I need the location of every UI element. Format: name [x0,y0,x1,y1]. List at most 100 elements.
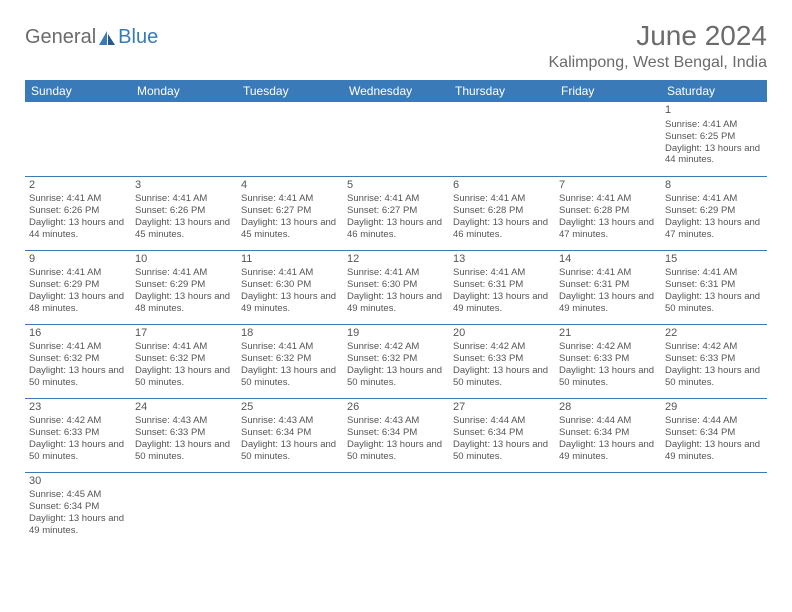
daylight-line: Daylight: 13 hours and 50 minutes. [241,439,339,463]
calendar-day: 19Sunrise: 4:42 AMSunset: 6:32 PMDayligh… [343,324,449,398]
day-number: 27 [453,401,551,415]
calendar-day: 30Sunrise: 4:45 AMSunset: 6:34 PMDayligh… [25,472,131,546]
daylight-line: Daylight: 13 hours and 49 minutes. [347,291,445,315]
day-number: 30 [29,475,127,489]
location-text: Kalimpong, West Bengal, India [549,54,768,72]
day-number: 8 [665,179,763,193]
sunrise-line: Sunrise: 4:41 AM [559,193,657,205]
daylight-line: Daylight: 13 hours and 49 minutes. [559,439,657,463]
sunrise-line: Sunrise: 4:41 AM [241,193,339,205]
daylight-line: Daylight: 13 hours and 45 minutes. [135,217,233,241]
calendar-day: 11Sunrise: 4:41 AMSunset: 6:30 PMDayligh… [237,250,343,324]
sunset-line: Sunset: 6:31 PM [559,279,657,291]
day-number: 25 [241,401,339,415]
sunrise-line: Sunrise: 4:41 AM [665,119,763,131]
day-number: 18 [241,327,339,341]
calendar-week: 23Sunrise: 4:42 AMSunset: 6:33 PMDayligh… [25,398,767,472]
sunset-line: Sunset: 6:33 PM [453,353,551,365]
sunrise-line: Sunrise: 4:44 AM [665,415,763,427]
calendar-week: 2Sunrise: 4:41 AMSunset: 6:26 PMDaylight… [25,176,767,250]
sunrise-line: Sunrise: 4:42 AM [453,341,551,353]
daylight-line: Daylight: 13 hours and 49 minutes. [559,291,657,315]
calendar-day: 12Sunrise: 4:41 AMSunset: 6:30 PMDayligh… [343,250,449,324]
sunset-line: Sunset: 6:28 PM [559,205,657,217]
sunset-line: Sunset: 6:34 PM [347,427,445,439]
sunrise-line: Sunrise: 4:42 AM [347,341,445,353]
day-number: 5 [347,179,445,193]
sunrise-line: Sunrise: 4:41 AM [29,267,127,279]
sunset-line: Sunset: 6:25 PM [665,131,763,143]
sunrise-line: Sunrise: 4:41 AM [453,267,551,279]
header: General Blue June 2024 Kalimpong, West B… [25,20,767,72]
calendar-day: 17Sunrise: 4:41 AMSunset: 6:32 PMDayligh… [131,324,237,398]
daylight-line: Daylight: 13 hours and 50 minutes. [347,365,445,389]
calendar-day: 7Sunrise: 4:41 AMSunset: 6:28 PMDaylight… [555,176,661,250]
title-block: June 2024 Kalimpong, West Bengal, India [549,20,768,72]
daylight-line: Daylight: 13 hours and 46 minutes. [347,217,445,241]
sunset-line: Sunset: 6:26 PM [135,205,233,217]
calendar-day: 10Sunrise: 4:41 AMSunset: 6:29 PMDayligh… [131,250,237,324]
calendar-day: 1Sunrise: 4:41 AMSunset: 6:25 PMDaylight… [661,102,767,176]
sunrise-line: Sunrise: 4:41 AM [135,267,233,279]
sunrise-line: Sunrise: 4:41 AM [347,267,445,279]
calendar-day: 20Sunrise: 4:42 AMSunset: 6:33 PMDayligh… [449,324,555,398]
sunset-line: Sunset: 6:32 PM [241,353,339,365]
sunrise-line: Sunrise: 4:41 AM [347,193,445,205]
calendar-day: 13Sunrise: 4:41 AMSunset: 6:31 PMDayligh… [449,250,555,324]
logo-text-general: General [25,26,96,49]
day-number: 17 [135,327,233,341]
day-header: Saturday [661,80,767,102]
day-number: 28 [559,401,657,415]
calendar-day: 15Sunrise: 4:41 AMSunset: 6:31 PMDayligh… [661,250,767,324]
calendar-day: 6Sunrise: 4:41 AMSunset: 6:28 PMDaylight… [449,176,555,250]
sunrise-line: Sunrise: 4:42 AM [29,415,127,427]
calendar-day: 23Sunrise: 4:42 AMSunset: 6:33 PMDayligh… [25,398,131,472]
daylight-line: Daylight: 13 hours and 48 minutes. [135,291,233,315]
logo: General Blue [25,20,158,49]
calendar-day: 22Sunrise: 4:42 AMSunset: 6:33 PMDayligh… [661,324,767,398]
day-number: 22 [665,327,763,341]
day-header: Wednesday [343,80,449,102]
sunrise-line: Sunrise: 4:41 AM [29,193,127,205]
sunset-line: Sunset: 6:34 PM [29,501,127,513]
sunset-line: Sunset: 6:30 PM [347,279,445,291]
calendar-day: 18Sunrise: 4:41 AMSunset: 6:32 PMDayligh… [237,324,343,398]
calendar-day: 29Sunrise: 4:44 AMSunset: 6:34 PMDayligh… [661,398,767,472]
sunrise-line: Sunrise: 4:42 AM [665,341,763,353]
calendar-day: 28Sunrise: 4:44 AMSunset: 6:34 PMDayligh… [555,398,661,472]
calendar-week: 1Sunrise: 4:41 AMSunset: 6:25 PMDaylight… [25,102,767,176]
calendar-day: 21Sunrise: 4:42 AMSunset: 6:33 PMDayligh… [555,324,661,398]
calendar-empty [131,472,237,546]
daylight-line: Daylight: 13 hours and 50 minutes. [665,365,763,389]
daylight-line: Daylight: 13 hours and 50 minutes. [135,365,233,389]
sunset-line: Sunset: 6:34 PM [453,427,551,439]
calendar-empty [555,102,661,176]
day-number: 29 [665,401,763,415]
day-number: 26 [347,401,445,415]
sunset-line: Sunset: 6:33 PM [559,353,657,365]
sunset-line: Sunset: 6:30 PM [241,279,339,291]
sunset-line: Sunset: 6:27 PM [347,205,445,217]
calendar-empty [131,102,237,176]
day-header: Sunday [25,80,131,102]
sunrise-line: Sunrise: 4:41 AM [559,267,657,279]
sunset-line: Sunset: 6:31 PM [665,279,763,291]
calendar-day: 25Sunrise: 4:43 AMSunset: 6:34 PMDayligh… [237,398,343,472]
sunrise-line: Sunrise: 4:41 AM [241,341,339,353]
sunset-line: Sunset: 6:33 PM [29,427,127,439]
sunset-line: Sunset: 6:29 PM [29,279,127,291]
daylight-line: Daylight: 13 hours and 50 minutes. [135,439,233,463]
sunrise-line: Sunrise: 4:43 AM [241,415,339,427]
calendar-week: 9Sunrise: 4:41 AMSunset: 6:29 PMDaylight… [25,250,767,324]
day-number: 4 [241,179,339,193]
logo-sail-icon [98,30,116,46]
sunrise-line: Sunrise: 4:45 AM [29,489,127,501]
calendar-empty [661,472,767,546]
sunset-line: Sunset: 6:32 PM [347,353,445,365]
daylight-line: Daylight: 13 hours and 50 minutes. [347,439,445,463]
sunset-line: Sunset: 6:27 PM [241,205,339,217]
day-number: 1 [665,104,763,118]
daylight-line: Daylight: 13 hours and 46 minutes. [453,217,551,241]
calendar-empty [25,102,131,176]
calendar-day: 8Sunrise: 4:41 AMSunset: 6:29 PMDaylight… [661,176,767,250]
